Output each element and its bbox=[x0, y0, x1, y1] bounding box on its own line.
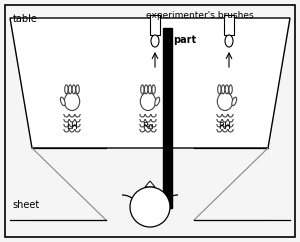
Bar bbox=[163, 28, 172, 208]
Ellipse shape bbox=[140, 92, 156, 111]
Bar bbox=[150, 15, 160, 35]
Ellipse shape bbox=[232, 97, 237, 106]
Ellipse shape bbox=[65, 85, 68, 94]
Ellipse shape bbox=[64, 92, 80, 111]
Ellipse shape bbox=[221, 85, 225, 94]
Text: experimenter's brushes: experimenter's brushes bbox=[146, 11, 254, 20]
Ellipse shape bbox=[218, 85, 221, 94]
Text: RH: RH bbox=[218, 122, 232, 131]
Ellipse shape bbox=[145, 85, 148, 94]
Text: sheet: sheet bbox=[12, 200, 39, 210]
Bar bbox=[224, 15, 234, 35]
Ellipse shape bbox=[155, 97, 160, 106]
Ellipse shape bbox=[225, 85, 229, 94]
Ellipse shape bbox=[152, 85, 155, 94]
Text: part: part bbox=[173, 35, 196, 45]
Ellipse shape bbox=[130, 187, 170, 227]
Ellipse shape bbox=[68, 85, 72, 94]
Ellipse shape bbox=[72, 85, 76, 94]
Ellipse shape bbox=[141, 85, 144, 94]
Polygon shape bbox=[145, 181, 155, 187]
Polygon shape bbox=[10, 18, 290, 148]
Ellipse shape bbox=[148, 85, 152, 94]
Ellipse shape bbox=[229, 85, 232, 94]
Ellipse shape bbox=[60, 97, 65, 106]
Text: table: table bbox=[13, 14, 38, 24]
Text: LH: LH bbox=[66, 122, 78, 131]
Text: Ru: Ru bbox=[142, 122, 154, 131]
Ellipse shape bbox=[76, 85, 79, 94]
Ellipse shape bbox=[151, 35, 159, 47]
Ellipse shape bbox=[225, 35, 233, 47]
Ellipse shape bbox=[217, 92, 233, 111]
